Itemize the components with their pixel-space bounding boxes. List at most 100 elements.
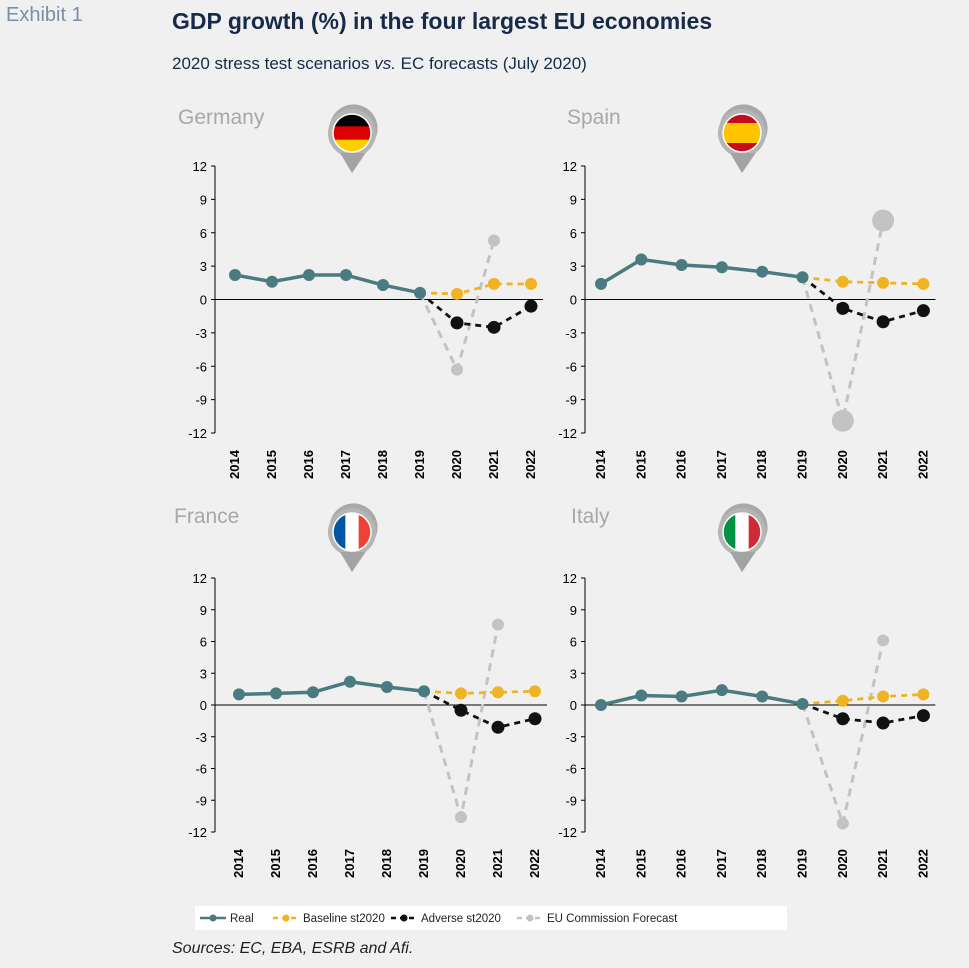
legend-swatch-dot [400,914,408,922]
data-point [455,687,467,700]
legend-item: Adverse st2020 [391,913,501,925]
data-point [635,689,648,702]
data-point [756,690,769,703]
y-tick-label: 9 [200,603,207,618]
x-tick-label: 2022 [527,849,542,878]
series-baseline-st2020 [423,685,541,700]
y-tick-label: 12 [563,571,577,586]
y-tick-label: -6 [195,762,207,777]
x-tick-label: 2021 [875,450,890,479]
country-title: Germany [178,106,265,129]
legend-swatch-dot [526,914,534,922]
series-line [238,679,425,697]
data-point [916,304,930,318]
legend-swatch-dot [209,914,217,922]
data-point [916,709,930,723]
y-tick-label: -12 [558,426,577,441]
pin-tip [730,153,754,173]
series-line [418,240,496,372]
pin-tip [730,552,754,572]
data-point [877,276,890,289]
data-point [796,271,809,284]
data-point [675,690,688,703]
data-point [529,685,541,698]
x-tick-label: 2016 [305,849,320,878]
series-line [234,273,421,295]
data-point [450,316,464,330]
legend-label: EU Commission Forecast [547,913,678,925]
y-tick-label: -6 [565,359,577,374]
legend-item: EU Commission Forecast [517,913,678,925]
y-tick-label: 12 [193,159,207,174]
y-tick-label: 12 [563,159,577,174]
pin-tip [340,552,364,572]
panel-germany: Germany 12 9 6 3 0 -3 -6 -9 -12 2014 2015 2016 2017 20… [178,104,543,479]
y-tick-label: 0 [570,698,577,713]
data-point [344,675,356,688]
x-tick-label: 2018 [754,849,769,878]
x-tick-label: 2022 [915,450,930,479]
data-point [492,618,504,631]
data-point [715,261,728,274]
y-tick-label: 3 [570,259,577,274]
x-tick-label: 2021 [486,450,501,479]
x-tick-label: 2020 [449,450,464,479]
x-tick-label: 2018 [375,450,390,479]
legend-item: Real [200,913,254,925]
x-tick-label: 2017 [714,450,729,479]
legend-swatch-dot [282,914,290,922]
series-line [419,291,532,329]
y-tick-label: -6 [195,359,207,374]
data-point [491,720,505,734]
x-tick-label: 2014 [231,848,246,878]
panel-italy: Italy 12 9 6 3 0 -3 -6 -9 -12 2014 2015 2016 2017 2018… [558,503,936,878]
series-real [595,253,809,290]
data-point [877,690,890,703]
country-title: Spain [567,106,621,129]
spain-flag-pin-icon [718,104,768,173]
y-tick-label: 3 [200,666,207,681]
flag [723,114,761,152]
exhibit-label: Exhibit 1 [6,4,83,26]
data-point [266,275,278,288]
y-tick-label: 3 [570,666,577,681]
data-point [836,817,849,830]
series-line [600,688,803,707]
data-point [270,687,282,700]
flag-stripe [723,123,761,144]
y-tick-label: -9 [565,393,577,408]
y-tick-label: -3 [565,326,577,341]
y-tick-label: -12 [188,426,207,441]
series-adverse-st2020 [801,276,930,329]
data-point [831,409,854,432]
series-adverse-st2020 [419,291,538,334]
flag-rim [332,512,372,552]
panel-spain: Spain 12 9 6 3 0 -3 -6 -9 -12 2014 2015 2016 2017 2018… [558,104,936,479]
x-tick-label: 2014 [593,848,608,878]
series-adverse-st2020 [423,689,542,734]
legend-label: Adverse st2020 [421,913,501,925]
y-tick-label: -3 [565,730,577,745]
data-point [233,688,245,701]
data-point [917,277,930,290]
x-tick-label: 2020 [453,849,468,878]
x-tick-label: 2021 [490,849,505,878]
x-tick-label: 2018 [379,849,394,878]
data-point [635,253,648,266]
page-subtitle: 2020 stress test scenarios vs. EC foreca… [172,54,587,74]
data-point [487,320,501,334]
x-tick-label: 2017 [342,849,357,878]
series-line [419,282,531,296]
series-eu-commission-forecast [801,209,895,432]
series-line [802,693,924,706]
data-point [715,684,728,697]
series-line [801,640,885,826]
series-real [233,675,430,701]
data-point [595,277,607,290]
italy-flag-pin-icon [718,503,768,572]
data-point [340,269,352,282]
y-tick-label: -6 [565,762,577,777]
series-real [595,684,809,711]
panel-france: France 12 9 6 3 0 -3 -6 -9 -12 2014 2015 2016 2017 201… [174,503,547,878]
x-tick-label: 2016 [301,450,316,479]
